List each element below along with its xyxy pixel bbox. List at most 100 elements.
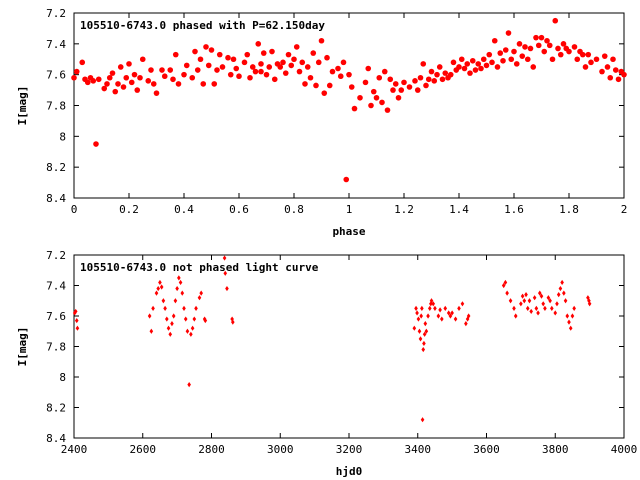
data-point (494, 64, 501, 70)
data-point (556, 292, 561, 298)
data-point (491, 37, 498, 44)
data-point (464, 61, 471, 67)
data-point (546, 295, 551, 301)
x-tick-label: 1.6 (504, 203, 524, 216)
data-point (288, 62, 295, 69)
x-tick-label: 1.8 (559, 203, 579, 216)
data-point (585, 51, 592, 58)
data-point (548, 298, 552, 304)
data-point (529, 308, 533, 315)
data-point (416, 316, 421, 322)
data-point (158, 279, 162, 286)
data-point (271, 76, 278, 83)
data-point (461, 65, 468, 72)
axis-ticks: 2400 2600 2800 3000 3200 3400 3600 3800 4000 7.2 7… (46, 249, 637, 456)
data-point (438, 307, 442, 313)
data-point (183, 62, 190, 69)
data-point (420, 417, 425, 423)
data-point (95, 76, 102, 83)
chart-title: 105510-6743.0 phased with P=62.150day (80, 19, 325, 32)
data-point (183, 316, 188, 322)
x-tick-label: 3200 (336, 443, 363, 456)
data-point (421, 346, 426, 353)
data-point (460, 301, 465, 307)
data-point (252, 68, 259, 75)
data-point (478, 65, 484, 72)
data-point (418, 336, 423, 342)
data-point (541, 48, 548, 55)
data-point (362, 79, 369, 86)
data-point (431, 301, 436, 307)
data-point (165, 316, 169, 322)
data-point (302, 81, 308, 87)
data-point (180, 290, 185, 296)
data-point (508, 298, 513, 304)
data-point (530, 64, 537, 70)
data-point (277, 64, 284, 70)
x-tick-label: 0.8 (284, 203, 304, 216)
data-point (436, 313, 441, 319)
data-point (550, 305, 554, 311)
data-point (177, 275, 181, 281)
data-point (516, 41, 523, 47)
data-point (588, 59, 594, 66)
data-point (537, 290, 542, 296)
data-point (299, 59, 306, 66)
data-point (593, 56, 600, 63)
data-point (546, 42, 553, 49)
data-point (126, 61, 132, 67)
data-point (489, 59, 495, 66)
data-point (417, 328, 422, 334)
data-point (156, 285, 161, 292)
data-point (384, 107, 391, 113)
data-point (260, 50, 267, 56)
data-point (543, 305, 547, 311)
data-point (434, 71, 440, 78)
data-point (414, 305, 418, 311)
data-point (310, 50, 317, 56)
data-point (501, 282, 506, 289)
y-tick-label: 8.4 (46, 432, 66, 445)
plot-frame (73, 254, 625, 439)
data-point (428, 68, 435, 75)
data-point (189, 331, 193, 337)
data-point (511, 48, 517, 55)
data-point (563, 298, 568, 304)
data-point (247, 74, 253, 81)
data-point (192, 316, 197, 322)
data-point (304, 64, 311, 70)
data-point (395, 94, 402, 101)
data-point (419, 313, 423, 319)
data-point (365, 65, 372, 72)
data-point (406, 84, 413, 90)
y-tick-label: 7.6 (46, 69, 66, 82)
data-point (148, 67, 154, 73)
data-point (535, 42, 542, 49)
data-point (599, 68, 605, 75)
data-point (145, 78, 152, 84)
data-point (412, 325, 417, 331)
x-tick-label: 3400 (405, 443, 432, 456)
data-point (612, 67, 619, 73)
data-point (219, 64, 226, 70)
data-point (373, 94, 380, 101)
data-point (503, 279, 508, 286)
data-point (508, 56, 515, 63)
data-point (420, 61, 427, 67)
data-point (324, 54, 330, 61)
data-point (225, 54, 231, 61)
data-point (150, 81, 157, 87)
data-point (244, 51, 251, 58)
data-point (541, 301, 546, 307)
data-point (241, 59, 248, 66)
data-point (170, 76, 176, 83)
data-point (147, 313, 152, 319)
data-point (500, 57, 506, 64)
data-point (555, 301, 559, 307)
data-point (104, 81, 110, 87)
data-point (203, 44, 209, 50)
data-point (208, 47, 215, 53)
data-point (151, 305, 155, 311)
data-point (443, 305, 448, 311)
data-point (285, 51, 292, 58)
